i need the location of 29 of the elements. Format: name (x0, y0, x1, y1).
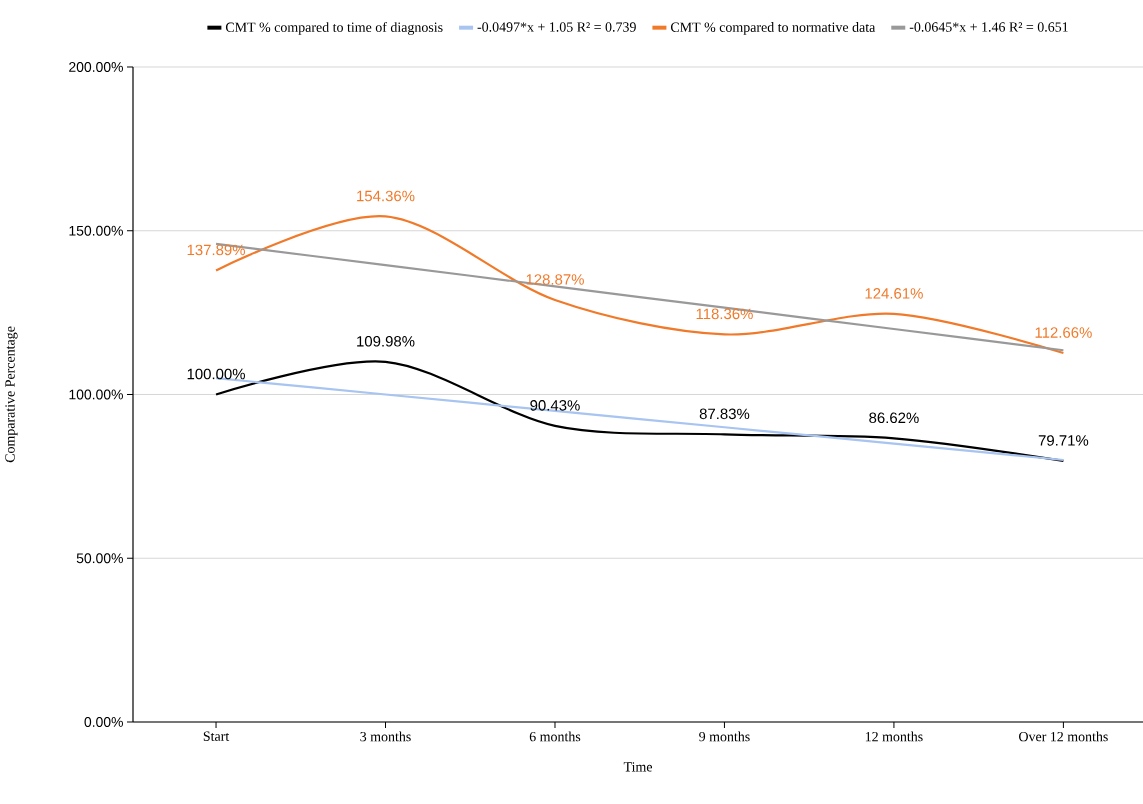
y-axis-title: Comparative Percentage (5, 326, 18, 463)
x-tick-label: 3 months (360, 731, 411, 742)
x-tick-label: Start (203, 731, 230, 741)
y-tick-label: 100.00% (69, 389, 123, 400)
x-axis-title: Time (623, 762, 653, 772)
data-label: 128.87% (526, 274, 584, 285)
y-tick-label: 150.00% (69, 225, 123, 236)
data-label: 154.36% (357, 190, 415, 202)
data-label: 124.61% (865, 288, 923, 299)
data-label: 109.98% (357, 336, 415, 347)
data-label: 86.62% (869, 412, 919, 424)
y-tick-label: 200.00% (69, 62, 123, 72)
legend-label: CMT % compared to normative data (670, 22, 876, 35)
data-label: 100.00% (187, 368, 245, 380)
data-label: 79.71% (1038, 435, 1089, 446)
data-label: 112.66% (1035, 327, 1092, 338)
legend-label: -0.0645*x + 1.46 R² = 0.651 (909, 22, 1068, 32)
data-label: 90.43% (530, 400, 580, 411)
legend-label: -0.0497*x + 1.05 R² = 0.739 (477, 22, 636, 32)
data-label: 118.36% (696, 308, 753, 320)
x-tick-label: 9 months (699, 731, 750, 742)
x-tick-label: 12 months (865, 731, 923, 742)
y-tick-label: 0.00% (84, 717, 123, 727)
x-tick-label: 6 months (529, 731, 581, 742)
y-tick-label: 50.00% (76, 553, 123, 564)
legend-label: CMT % compared to time of diagnosis (225, 22, 443, 35)
x-tick-label: Over 12 months (1019, 731, 1108, 742)
data-label: 137.89% (187, 244, 245, 256)
data-label: 87.83% (699, 408, 750, 420)
